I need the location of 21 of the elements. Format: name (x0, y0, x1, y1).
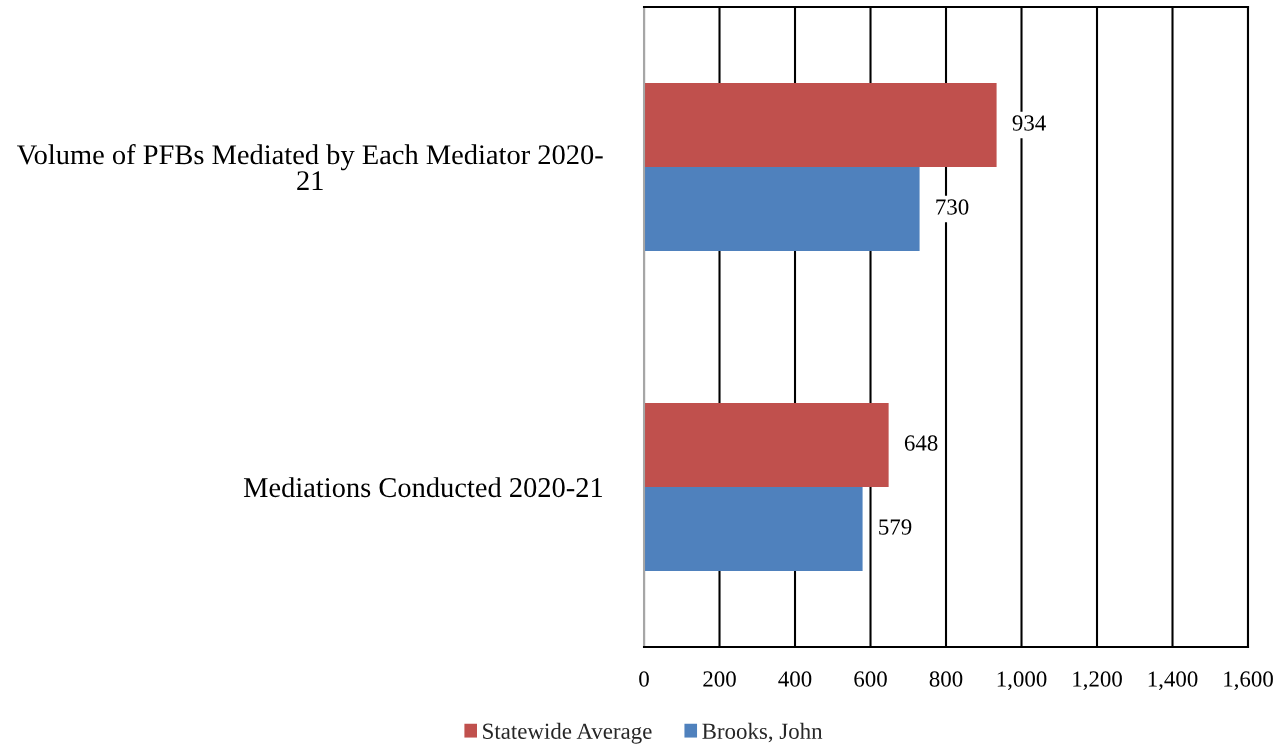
data-label: 648 (904, 435, 938, 451)
x-tick-label: 800 (929, 671, 963, 687)
bar (644, 403, 889, 488)
bar (644, 167, 920, 252)
x-tick-label: 0 (639, 671, 649, 687)
data-label: 579 (879, 519, 912, 535)
x-tick-label: 200 (703, 671, 736, 687)
y-tick-label: Volume of PFBs Mediated by Each Mediator 2020- 21 (17, 144, 603, 190)
legend-label: Statewide Average (483, 722, 652, 744)
legend-label: Brooks, John (702, 722, 823, 743)
bar (644, 83, 997, 168)
y-tick-label: Mediations Conducted 2020-21 (243, 477, 603, 498)
data-label: 934 (1012, 115, 1046, 131)
x-tick-label: 1,200 (1073, 671, 1122, 691)
x-tick-label: 400 (778, 671, 812, 687)
data-label: 730 (936, 199, 969, 215)
x-tick-label: 600 (854, 671, 887, 687)
bar (644, 487, 863, 572)
x-tick-label: 1,600 (1224, 671, 1273, 691)
x-tick-label: 1,000 (997, 671, 1047, 691)
x-tick-label: 1,400 (1148, 671, 1198, 691)
